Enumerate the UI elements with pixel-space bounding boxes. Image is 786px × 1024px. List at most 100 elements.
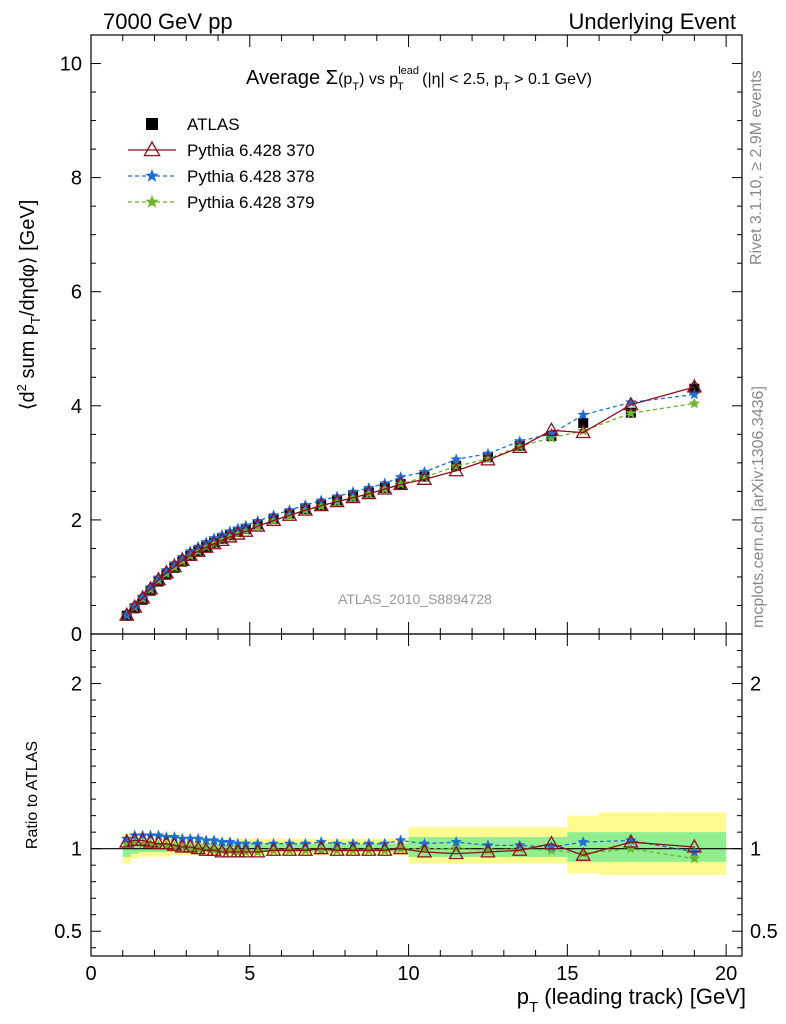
ratio-py379-point (152, 839, 165, 851)
ratio-py370-point (126, 832, 143, 846)
title-cuts-b: > 0.1 GeV) (510, 71, 592, 88)
py370-point (297, 501, 314, 516)
ratio-py378-point (136, 829, 149, 841)
main-axes: 0 2 4 6 8 10 (60, 34, 743, 646)
ratio-py378-point (394, 834, 407, 846)
y-label-sub: T (28, 316, 43, 324)
ratio-x-tick-label: 10 (397, 963, 419, 985)
py370-point (623, 396, 639, 411)
main-y-axis-label: ⟨d2 sum pT/dηdφ⟩ [GeV] (14, 200, 43, 411)
y-label-part-c: /dηdφ⟩ [GeV] (17, 200, 39, 316)
main-y-tick-label: 10 (60, 54, 82, 76)
ratio-py378-point (192, 832, 204, 844)
analysis-watermark: ATLAS_2010_S8894728 (338, 591, 492, 607)
ratio-py379-point (136, 837, 149, 849)
ratio-py370-point (222, 843, 238, 858)
ratio-py379-point (450, 842, 462, 854)
ratio-py378-point (168, 831, 181, 842)
ratio-py378-point (224, 836, 236, 847)
legend-marker-2 (145, 169, 159, 182)
ratio-py378-point (184, 832, 196, 844)
x-label-sub: T (529, 999, 538, 1016)
py379-point (545, 431, 558, 443)
py379-point (514, 440, 526, 452)
y-label-part-b: sum p (17, 324, 39, 384)
legend: ATLAS Pythia 6.428 370 Pythia 6.428 378 Pyt… (128, 115, 315, 212)
legend-label-2: Pythia 6.428 378 (187, 167, 315, 186)
py370-point (238, 522, 254, 537)
title-vs: vs p (364, 71, 398, 88)
y-label-sup: 2 (14, 384, 29, 391)
ratio-py379-point (216, 844, 228, 856)
main-y-tick-label: 6 (71, 282, 82, 304)
plot-title: Average Σ(pT) vs plead T (|η| < 2.5, pT >… (246, 65, 592, 93)
ratio-py370-point (329, 841, 345, 856)
ratio-py370-point (392, 840, 409, 855)
ratio-py370-point (345, 841, 361, 856)
py378-point (192, 540, 204, 552)
py378-point (450, 453, 462, 465)
py378-point (129, 600, 141, 611)
title-vs-sup: lead (398, 65, 419, 77)
ratio-py378-point (176, 832, 188, 844)
legend-label-1: Pythia 6.428 370 (187, 141, 315, 160)
py379-point (200, 540, 212, 552)
py370-point (345, 489, 361, 504)
ratio-py378-point (152, 829, 165, 841)
title-sigma-arg: (p (338, 71, 352, 88)
atlas-point (578, 417, 589, 428)
py370-point (118, 606, 135, 621)
header-left: 7000 GeV pp (103, 9, 233, 34)
ratio-band-inner (130, 842, 139, 854)
ratio-py378-point (208, 834, 220, 846)
ratio-py379-point (482, 844, 494, 856)
py370-point (376, 480, 393, 495)
ratio-py370-point (376, 841, 393, 856)
main-y-tick-label: 4 (71, 396, 82, 418)
py370-point (142, 580, 159, 595)
ratio-py378-point (240, 837, 252, 849)
ratio-py379-point (514, 842, 526, 854)
py370-line (126, 386, 695, 616)
ratio-y-tick-label-right: 2 (750, 674, 761, 696)
py370-point (182, 546, 198, 561)
ratio-py378-point (450, 836, 462, 847)
ratio-py370-point (206, 841, 222, 856)
ratio-py370-point (198, 841, 214, 856)
legend-label-0: ATLAS (187, 115, 240, 134)
ratio-band-inner (233, 843, 250, 852)
ratio-py370-point (182, 838, 198, 853)
py370-point (329, 493, 345, 508)
ratio-band-inner (249, 843, 409, 852)
x-label-part-b: (leading track) [GeV] (538, 984, 746, 1009)
ratio-py378-line (126, 834, 695, 853)
py370-point (281, 507, 298, 521)
ratio-py370-point (361, 841, 377, 856)
ratio-py379-point (688, 852, 701, 864)
py378-point (688, 388, 701, 400)
py378-point (625, 396, 637, 408)
ratio-py370-point (230, 843, 246, 858)
py370-point (511, 439, 528, 454)
ratio-py378-point (216, 836, 228, 847)
mcplots-label: mcplots.cern.ch [arXiv:1306.3436] (750, 386, 767, 628)
py378-point (144, 581, 157, 593)
ratio-py378-point (200, 834, 212, 846)
py370-point (543, 422, 560, 436)
main-y-tick-label: 2 (71, 510, 82, 532)
legend-marker-3 (145, 195, 159, 208)
ratio-py370-point (623, 833, 639, 848)
ratio-data (118, 829, 703, 864)
py370-point (150, 571, 167, 586)
py379-point (208, 537, 220, 549)
ratio-y-tick-label-left: 2 (71, 674, 82, 696)
py370-point (575, 424, 591, 439)
py379-point (688, 397, 701, 409)
py378-point (152, 571, 165, 583)
ratio-py370-point (511, 841, 528, 856)
ratio-py370-point (150, 835, 167, 850)
ratio-py378-point (577, 836, 589, 847)
ratio-x-tick-label: 5 (244, 963, 255, 985)
ratio-frame (90, 633, 743, 957)
